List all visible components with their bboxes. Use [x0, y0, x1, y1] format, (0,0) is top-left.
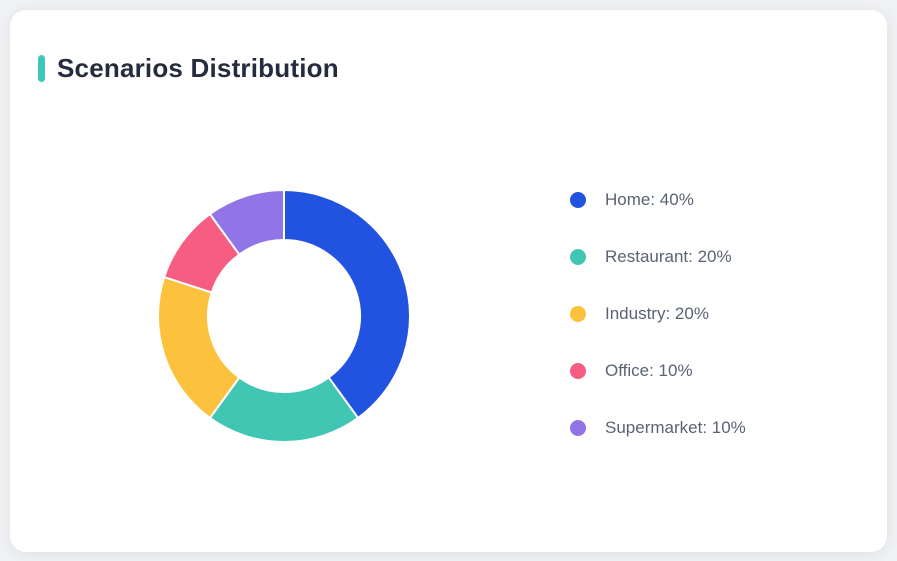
donut-slice-supermarket[interactable]	[208, 189, 285, 256]
legend-label-supermarket: Supermarket: 10%	[605, 418, 746, 437]
legend-item-industry[interactable]: Industry: 20%	[570, 302, 746, 326]
donut-slice-home[interactable]	[283, 189, 411, 419]
card-title: Scenarios Distribution	[57, 53, 339, 83]
donut-chart	[157, 189, 411, 443]
legend-item-restaurant[interactable]: Restaurant: 20%	[570, 245, 746, 269]
legend-item-office[interactable]: Office: 10%	[570, 359, 746, 383]
scenarios-distribution-card: Scenarios Distribution Home: 40% Restaur…	[10, 10, 887, 552]
chart-legend: Home: 40% Restaurant: 20% Industry: 20% …	[570, 188, 746, 440]
legend-label-industry: Industry: 20%	[605, 304, 709, 323]
legend-item-home[interactable]: Home: 40%	[570, 188, 746, 212]
legend-label-home: Home: 40%	[605, 190, 694, 209]
legend-dot-office	[570, 363, 586, 379]
legend-dot-home	[570, 192, 586, 208]
card-header: Scenarios Distribution	[38, 52, 339, 84]
legend-dot-supermarket	[570, 420, 586, 436]
legend-dot-restaurant	[570, 249, 586, 265]
legend-label-restaurant: Restaurant: 20%	[605, 247, 732, 266]
title-accent-bar	[38, 54, 45, 82]
legend-label-office: Office: 10%	[605, 361, 693, 380]
legend-dot-industry	[570, 306, 586, 322]
legend-item-supermarket[interactable]: Supermarket: 10%	[570, 416, 746, 440]
